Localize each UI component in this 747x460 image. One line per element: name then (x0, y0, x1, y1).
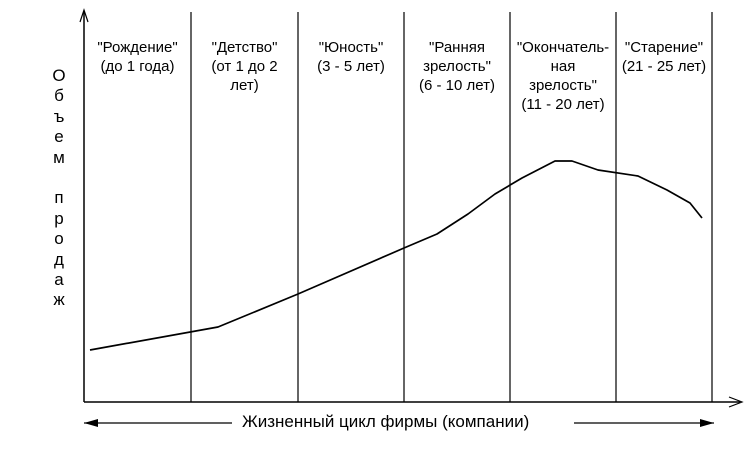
y-axis-label-char: е (54, 127, 64, 147)
stage-label-line: (3 - 5 лет) (317, 58, 385, 75)
y-axis-label-char: ъ (53, 106, 65, 126)
stage-label-line: зрелость" (423, 58, 491, 75)
stage-label-youth: "Юность" (3 - 5 лет) (299, 38, 403, 76)
y-axis-label-char: а (54, 269, 64, 289)
x-axis-arrow (728, 396, 744, 408)
stage-label-birth: "Рождение" (до 1 года) (86, 38, 190, 76)
y-axis-label-char (44, 168, 74, 188)
stage-label-early-maturity: "Ранняя зрелость" (6 - 10 лет) (405, 38, 509, 95)
y-axis-label-char: ж (53, 290, 65, 310)
stage-label-line: (11 - 20 лет) (521, 96, 605, 113)
sales-curve (89, 160, 703, 351)
y-axis-arrow (79, 8, 89, 23)
stage-label-childhood: "Детство" (от 1 до 2 лет) (193, 38, 297, 95)
y-axis-label-char: д (54, 249, 64, 269)
y-axis-label-char: п (54, 188, 64, 208)
stage-label-line: (21 - 25 лет) (621, 58, 707, 75)
y-axis-label-char: р (54, 208, 64, 228)
y-axis-label-char: б (54, 86, 64, 106)
y-axis-label-char: о (54, 229, 64, 249)
lifecycle-arrowhead-left (84, 419, 98, 427)
stage-label-line: (от 1 до 2 (211, 58, 278, 75)
stage-label-line: лет) (230, 77, 259, 94)
stage-label-line: "Ранняя (429, 39, 485, 56)
stage-label-line: "Детство" (211, 39, 278, 56)
x-axis-label: Жизненный цикл фирмы (компании) (236, 411, 536, 433)
stage-label-line: "Старение" (624, 39, 704, 56)
stage-label-line: ная (550, 58, 576, 75)
y-axis-label-char: О (52, 66, 66, 85)
stage-label-line: "Рождение" (97, 39, 178, 56)
stage-label-line: (до 1 года) (100, 58, 175, 75)
lifecycle-arrowhead-right (700, 419, 714, 427)
y-axis-label-char: м (53, 147, 65, 167)
stage-label-line: зрелость" (529, 77, 597, 94)
stage-label-line: (6 - 10 лет) (419, 77, 495, 94)
stage-label-aging: "Старение" (21 - 25 лет) (612, 38, 716, 76)
stage-label-line: "Юность" (318, 39, 384, 56)
stage-label-final-maturity: "Окончатель-ная зрелость" (11 - 20 лет) (511, 38, 615, 114)
stage-label-line: "Окончатель- (516, 39, 610, 56)
